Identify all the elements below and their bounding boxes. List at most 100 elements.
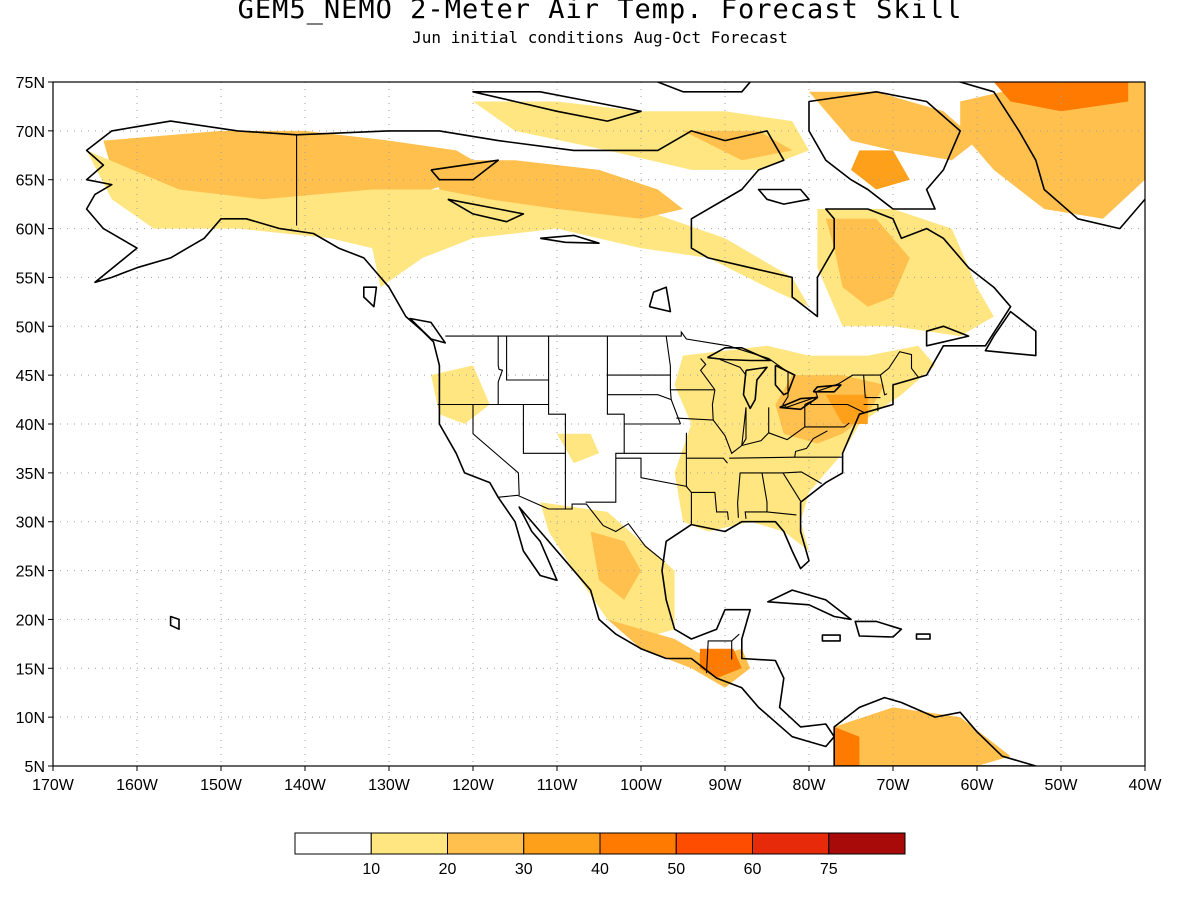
axis-ticks: 75N 70N 65N 60N 55N 50N 45N 40N 35N 30N 25N 20N 15N 1… (16, 75, 1163, 794)
lon-tick-label: 170W (32, 777, 75, 794)
coastline (447, 198, 525, 223)
lat-tick-label: 30N (16, 515, 45, 532)
skill-region (960, 82, 1145, 219)
lat-tick-label: 65N (16, 173, 45, 190)
coastline (779, 396, 819, 411)
political-border (497, 336, 504, 405)
coastline (362, 286, 378, 308)
coastline (757, 188, 810, 205)
coastline (430, 159, 500, 181)
political-border (685, 432, 692, 525)
lat-tick-label: 25N (16, 564, 45, 581)
coastline (648, 286, 672, 313)
political-border (472, 404, 520, 496)
colorbar-label: 75 (820, 861, 838, 878)
political-border (522, 336, 566, 454)
colorbar-label: 50 (667, 861, 685, 878)
political-border (782, 472, 802, 502)
lon-tick-label: 150W (200, 777, 243, 794)
map-title: GEM5_NEMO 2-Meter Air Temp. Forecast Ski… (237, 0, 963, 25)
coastline (984, 310, 1037, 357)
lat-tick-label: 20N (16, 612, 45, 629)
skill-region (825, 394, 868, 424)
colorbar-label: 20 (439, 861, 457, 878)
coastline (812, 384, 842, 393)
political-border (691, 491, 729, 520)
lat-tick-label: 70N (16, 124, 45, 141)
lon-tick-label: 60W (961, 777, 995, 794)
coastline (742, 366, 768, 410)
colorbar: 10 20 30 40 50 60 75 (294, 832, 906, 878)
coastline (915, 633, 931, 640)
colorbar-label: 10 (362, 861, 380, 878)
lon-tick-label: 100W (620, 777, 663, 794)
political-border (615, 457, 688, 488)
political-border (804, 400, 864, 413)
lon-tick-label: 110W (537, 777, 579, 794)
colorbar-swatch (294, 832, 372, 855)
skill-region (590, 531, 641, 600)
political-border (794, 430, 828, 458)
political-border (445, 330, 919, 409)
coastline (656, 82, 752, 93)
skill-region (834, 726, 860, 766)
colorbar-label: 60 (744, 861, 762, 878)
political-borders-layer (296, 134, 919, 674)
lat-tick-label: 55N (16, 270, 45, 287)
political-border (863, 375, 881, 399)
coastline (409, 317, 447, 344)
political-border (804, 422, 850, 428)
coastline (957, 82, 1145, 230)
coastline-layer (85, 82, 1145, 766)
skill-fill-layer (86, 82, 1145, 766)
political-border (768, 404, 806, 441)
skill-region (431, 365, 490, 424)
colorbar-label: 30 (515, 861, 533, 878)
lon-tick-label: 50W (1045, 777, 1079, 794)
skill-region (683, 130, 793, 161)
lon-tick-label: 160W (116, 777, 159, 794)
coastline (808, 91, 962, 210)
coastline (821, 634, 841, 642)
lon-tick-label: 130W (368, 777, 411, 794)
coastline (854, 620, 903, 638)
political-border (741, 407, 770, 447)
lat-tick-label: 40N (16, 417, 45, 434)
political-border (699, 358, 716, 391)
lat-tick-label: 45N (16, 368, 45, 385)
lat-tick-label: 10N (16, 710, 45, 727)
coastline (707, 346, 772, 362)
lon-tick-label: 140W (284, 777, 327, 794)
colorbar-swatch (828, 832, 906, 855)
coastline (925, 325, 970, 347)
political-border (719, 358, 746, 375)
political-border (737, 472, 741, 518)
political-border (607, 394, 672, 401)
political-border (741, 407, 747, 446)
political-border (585, 336, 625, 503)
lat-tick-label: 35N (16, 466, 45, 483)
political-border (676, 389, 716, 421)
lon-tick-label: 90W (709, 777, 743, 794)
colorbar-swatch (599, 832, 677, 855)
skill-region (557, 433, 599, 464)
coastline (169, 615, 180, 631)
political-border (766, 511, 797, 516)
coastline (833, 696, 1037, 766)
political-border (686, 457, 728, 464)
political-border (863, 403, 879, 412)
colorbar-swatch (675, 832, 753, 855)
coastline (472, 91, 642, 122)
colorbar-swatch (523, 832, 601, 855)
skill-region (431, 160, 683, 219)
political-border (705, 633, 740, 674)
lon-tick-label: 40W (1129, 777, 1163, 794)
lat-tick-label: 60N (16, 222, 45, 239)
political-border (497, 494, 665, 563)
lat-tick-label: 15N (16, 661, 45, 678)
colorbar-label: 40 (591, 861, 609, 878)
lat-tick-label: 75N (16, 75, 45, 92)
lon-tick-label: 80W (793, 777, 827, 794)
lon-tick-label: 70W (877, 777, 911, 794)
